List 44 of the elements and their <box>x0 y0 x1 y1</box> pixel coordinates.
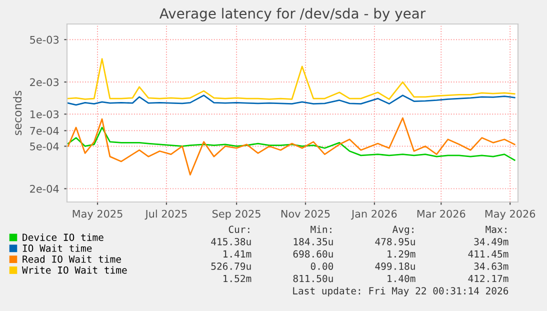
line-series <box>67 58 516 100</box>
text: 1.41m <box>224 250 252 258</box>
y-tick-label: 5e-03 <box>30 36 59 44</box>
text: 478.95u <box>375 238 415 246</box>
line-series <box>67 94 516 106</box>
y-tick-label: 7e-04 <box>30 126 59 135</box>
x-tick-label: Jul 2025 <box>144 210 187 220</box>
text: 811.50u <box>293 274 333 282</box>
text: Min: <box>310 226 332 233</box>
text: Max: <box>486 226 506 234</box>
y-tick-label: 5e-04 <box>30 142 59 150</box>
line-series <box>67 126 516 161</box>
y-axis-title: seconds <box>13 90 22 136</box>
text: 415.38u <box>211 238 251 246</box>
text: 499.18u <box>375 262 415 270</box>
text: 1.52m <box>224 274 252 282</box>
y-tick-label: 2e-04 <box>30 184 59 193</box>
x-tick-label: Jan 2026 <box>350 210 397 220</box>
line-series <box>67 117 516 176</box>
text: 698.60u <box>293 250 333 258</box>
text: Avg: <box>392 226 414 235</box>
text: 0.00 <box>310 262 334 270</box>
text: 411.45m <box>468 250 508 258</box>
x-tick-label: May 2026 <box>485 210 536 220</box>
x-tick-label: Mar 2026 <box>417 210 466 218</box>
x-tick-label: May 2025 <box>72 210 122 220</box>
legend-label: Device IO time <box>22 233 104 241</box>
text: 34.63m <box>474 262 508 270</box>
text: 412.17m <box>468 274 508 282</box>
x-tick-label: Sep 2025 <box>212 210 260 220</box>
legend-label: IO Wait time <box>22 244 92 252</box>
y-tick-label: 2e-03 <box>30 78 59 86</box>
text: 184.35u <box>294 238 333 246</box>
text: 1.29m <box>388 250 416 258</box>
text: 34.49m <box>474 238 508 246</box>
text: Cur: <box>228 226 250 234</box>
legend-label: Read IO Wait time <box>22 255 121 263</box>
text: 1.40m <box>388 274 416 282</box>
legend-label: Write IO Wait time <box>22 266 127 274</box>
chart-title: Average latency for /dev/sda - by year <box>160 8 426 22</box>
x-tick-label: Nov 2025 <box>281 210 330 218</box>
text: Last update: Fri May 22 00:31:14 2026 <box>293 286 508 296</box>
text: 526.79u <box>211 262 251 270</box>
y-tick-label: 1e-03 <box>30 110 59 118</box>
